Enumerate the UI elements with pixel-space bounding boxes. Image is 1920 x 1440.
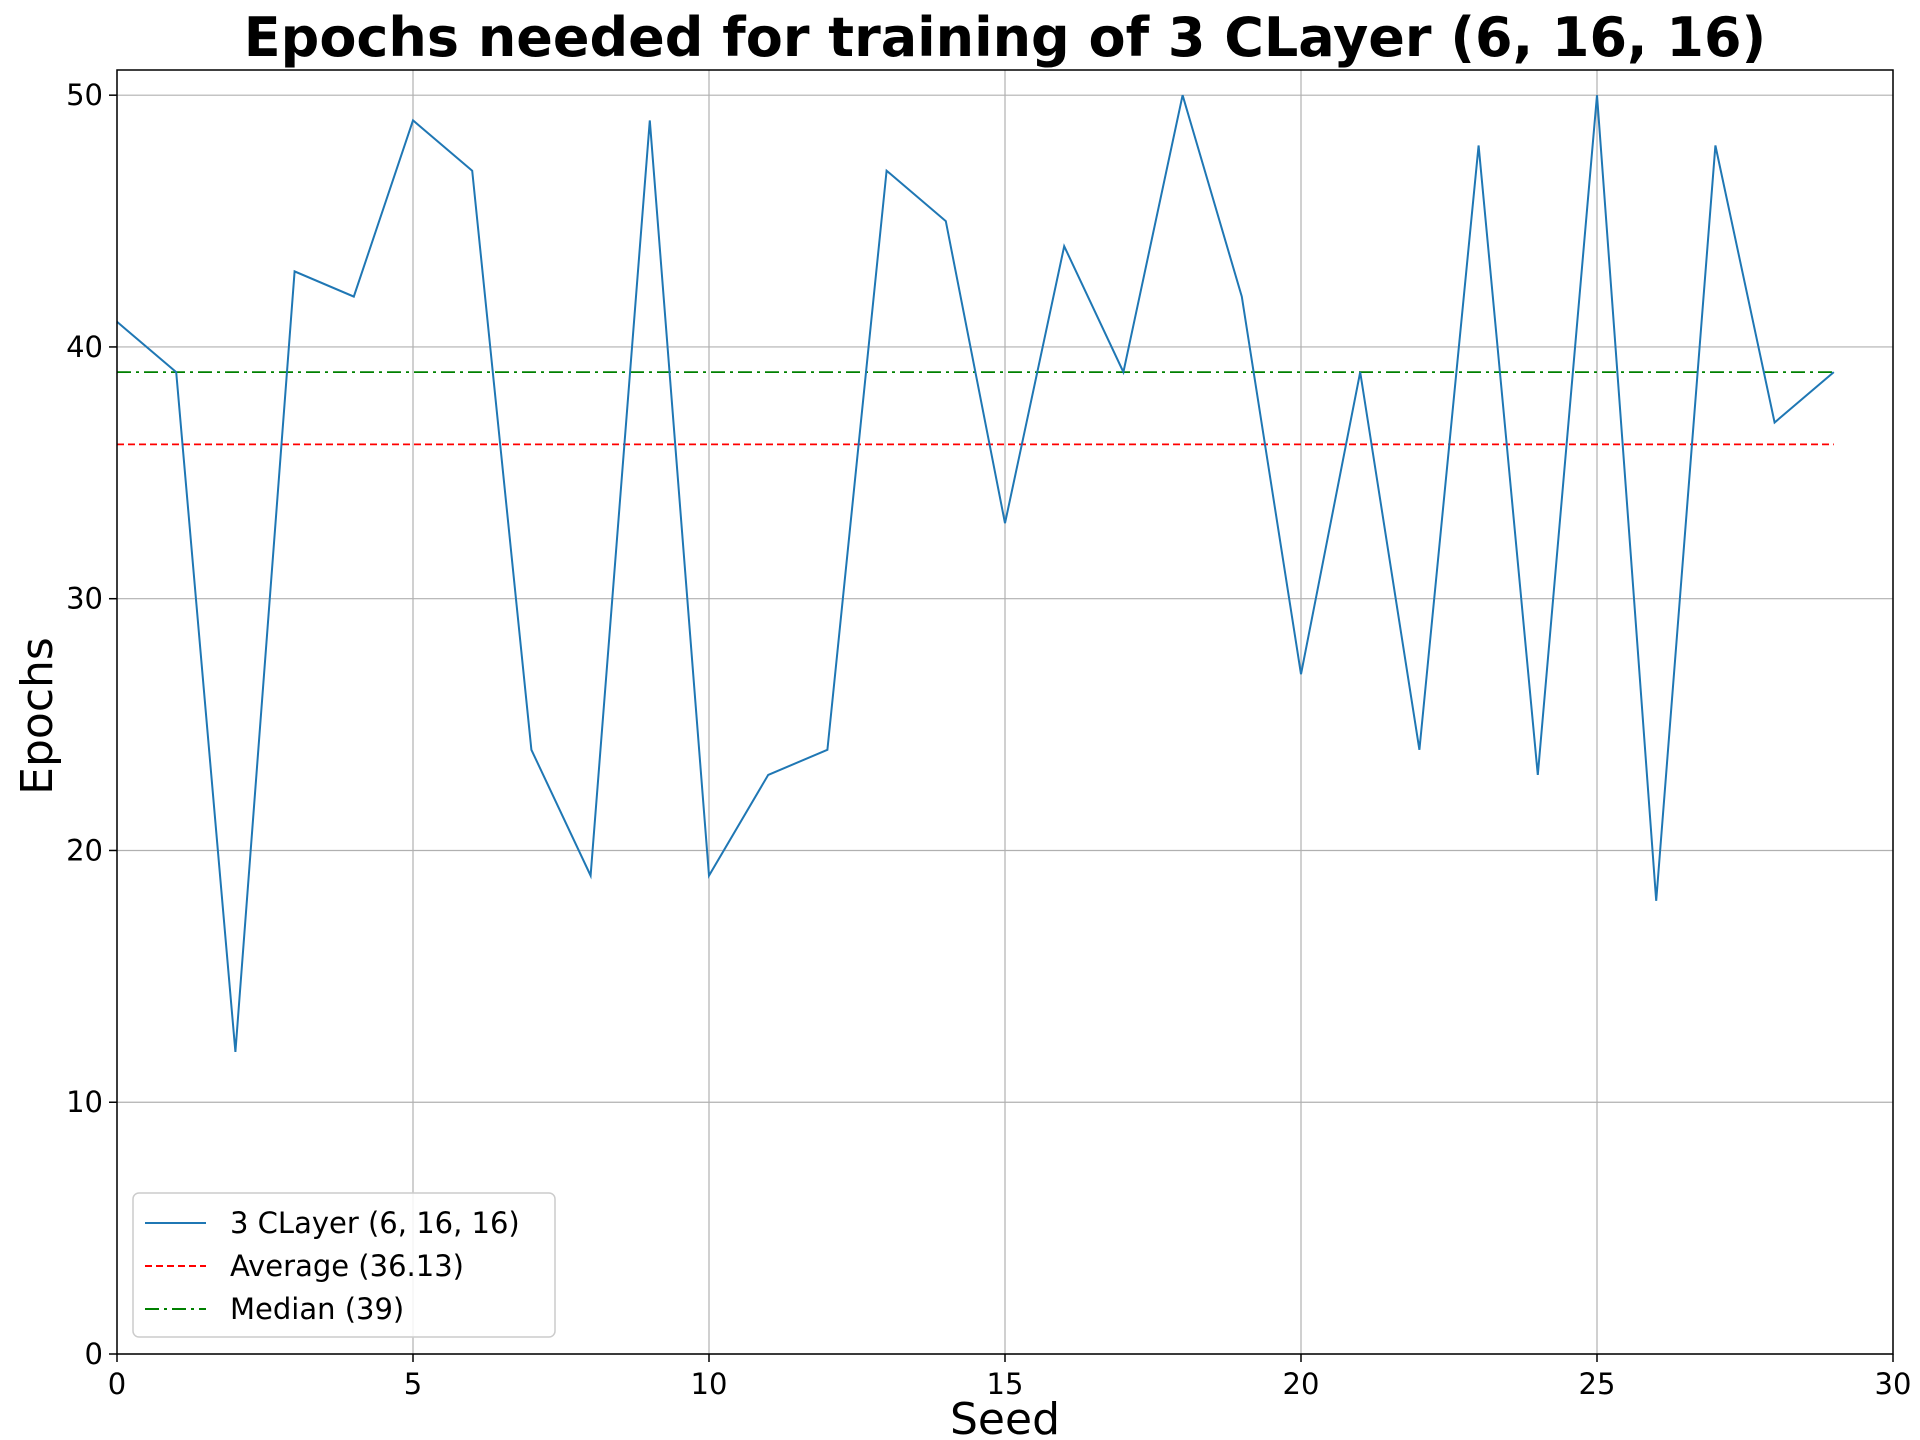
- y-axis-label: Epochs: [12, 637, 63, 795]
- legend-box: [132, 1192, 556, 1338]
- x-tick-label: 10: [691, 1367, 728, 1401]
- y-tick-label: 50: [66, 78, 103, 112]
- legend-label: Average (36.13): [230, 1249, 464, 1283]
- x-tick-label: 15: [987, 1367, 1024, 1401]
- legend-label: 3 CLayer (6, 16, 16): [230, 1206, 520, 1240]
- y-tick-label: 40: [66, 330, 103, 364]
- y-tick-label: 0: [85, 1337, 103, 1371]
- y-axis-ticks: 0 10 20 30 40 50: [66, 78, 117, 1371]
- x-tick-label: 20: [1283, 1367, 1320, 1401]
- grid: [116, 70, 1894, 1355]
- x-tick-label: 30: [1875, 1367, 1912, 1401]
- x-tick-label: 0: [108, 1367, 126, 1401]
- reference-lines: [117, 371, 1834, 446]
- x-axis-ticks: 0 5 10 15 20 25 30: [108, 1354, 1912, 1401]
- x-tick-label: 25: [1579, 1367, 1616, 1401]
- legend-label: Median (39): [230, 1292, 404, 1326]
- y-tick-label: 10: [66, 1085, 103, 1119]
- series-layer: [116, 94, 1835, 1052]
- series-line-0: [116, 94, 1835, 1052]
- chart-title: Epochs needed for training of 3 CLayer (…: [244, 6, 1766, 69]
- y-tick-label: 30: [66, 582, 103, 616]
- y-tick-label: 20: [66, 833, 103, 867]
- x-tick-label: 5: [404, 1367, 422, 1401]
- x-axis-label: Seed: [950, 1394, 1060, 1440]
- legend: 3 CLayer (6, 16, 16) Average (36.13) Media…: [132, 1192, 556, 1338]
